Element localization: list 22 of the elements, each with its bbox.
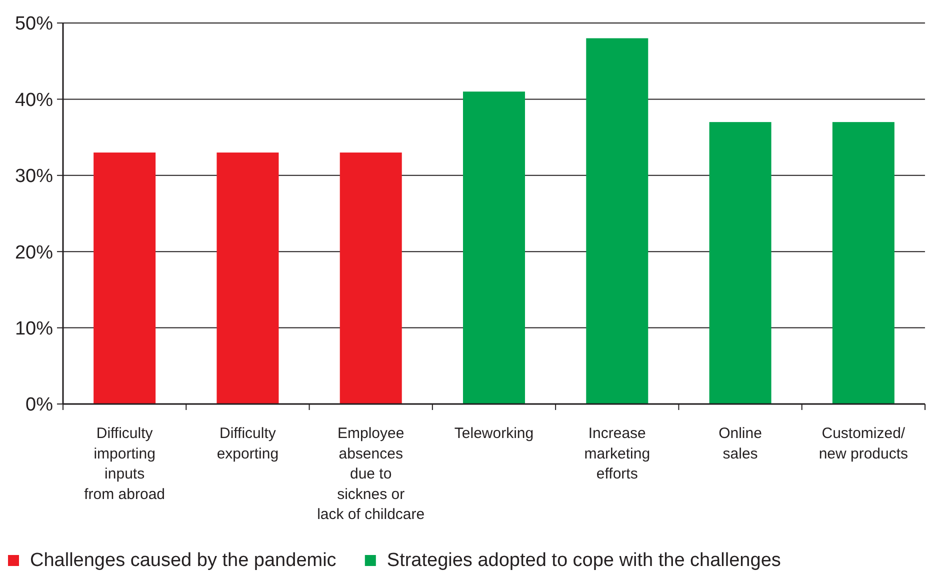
bar bbox=[832, 122, 894, 404]
bar bbox=[709, 122, 772, 404]
bar bbox=[586, 38, 648, 404]
x-tick-label: Teleworking bbox=[454, 425, 534, 442]
x-tick-label: Customized/ new products bbox=[818, 425, 908, 462]
y-tick-label: 50% bbox=[14, 14, 54, 35]
x-tick-label: Employee absences due to sicknes or lack of childcare bbox=[317, 425, 425, 524]
bar bbox=[463, 92, 525, 404]
y-tick-label: 0% bbox=[26, 394, 54, 416]
bar bbox=[94, 152, 156, 404]
bar bbox=[340, 152, 402, 404]
legend-label: Strategies adopted to cope with the challenges bbox=[386, 550, 781, 571]
x-tick-label: Online sales bbox=[718, 425, 762, 462]
y-tick-label: 20% bbox=[14, 242, 54, 264]
y-tick-label: 40% bbox=[14, 90, 54, 111]
y-tick-label: 10% bbox=[14, 318, 54, 340]
x-tick-label: Difficulty importing inputs from abroad bbox=[84, 425, 166, 503]
y-tick-label: 30% bbox=[14, 166, 54, 188]
x-tick-label: Difficulty exporting bbox=[216, 425, 279, 462]
legend-label: Challenges caused by the pandemic bbox=[30, 550, 336, 571]
x-tick-label: Increase marketing efforts bbox=[584, 425, 650, 483]
bar bbox=[216, 152, 279, 404]
